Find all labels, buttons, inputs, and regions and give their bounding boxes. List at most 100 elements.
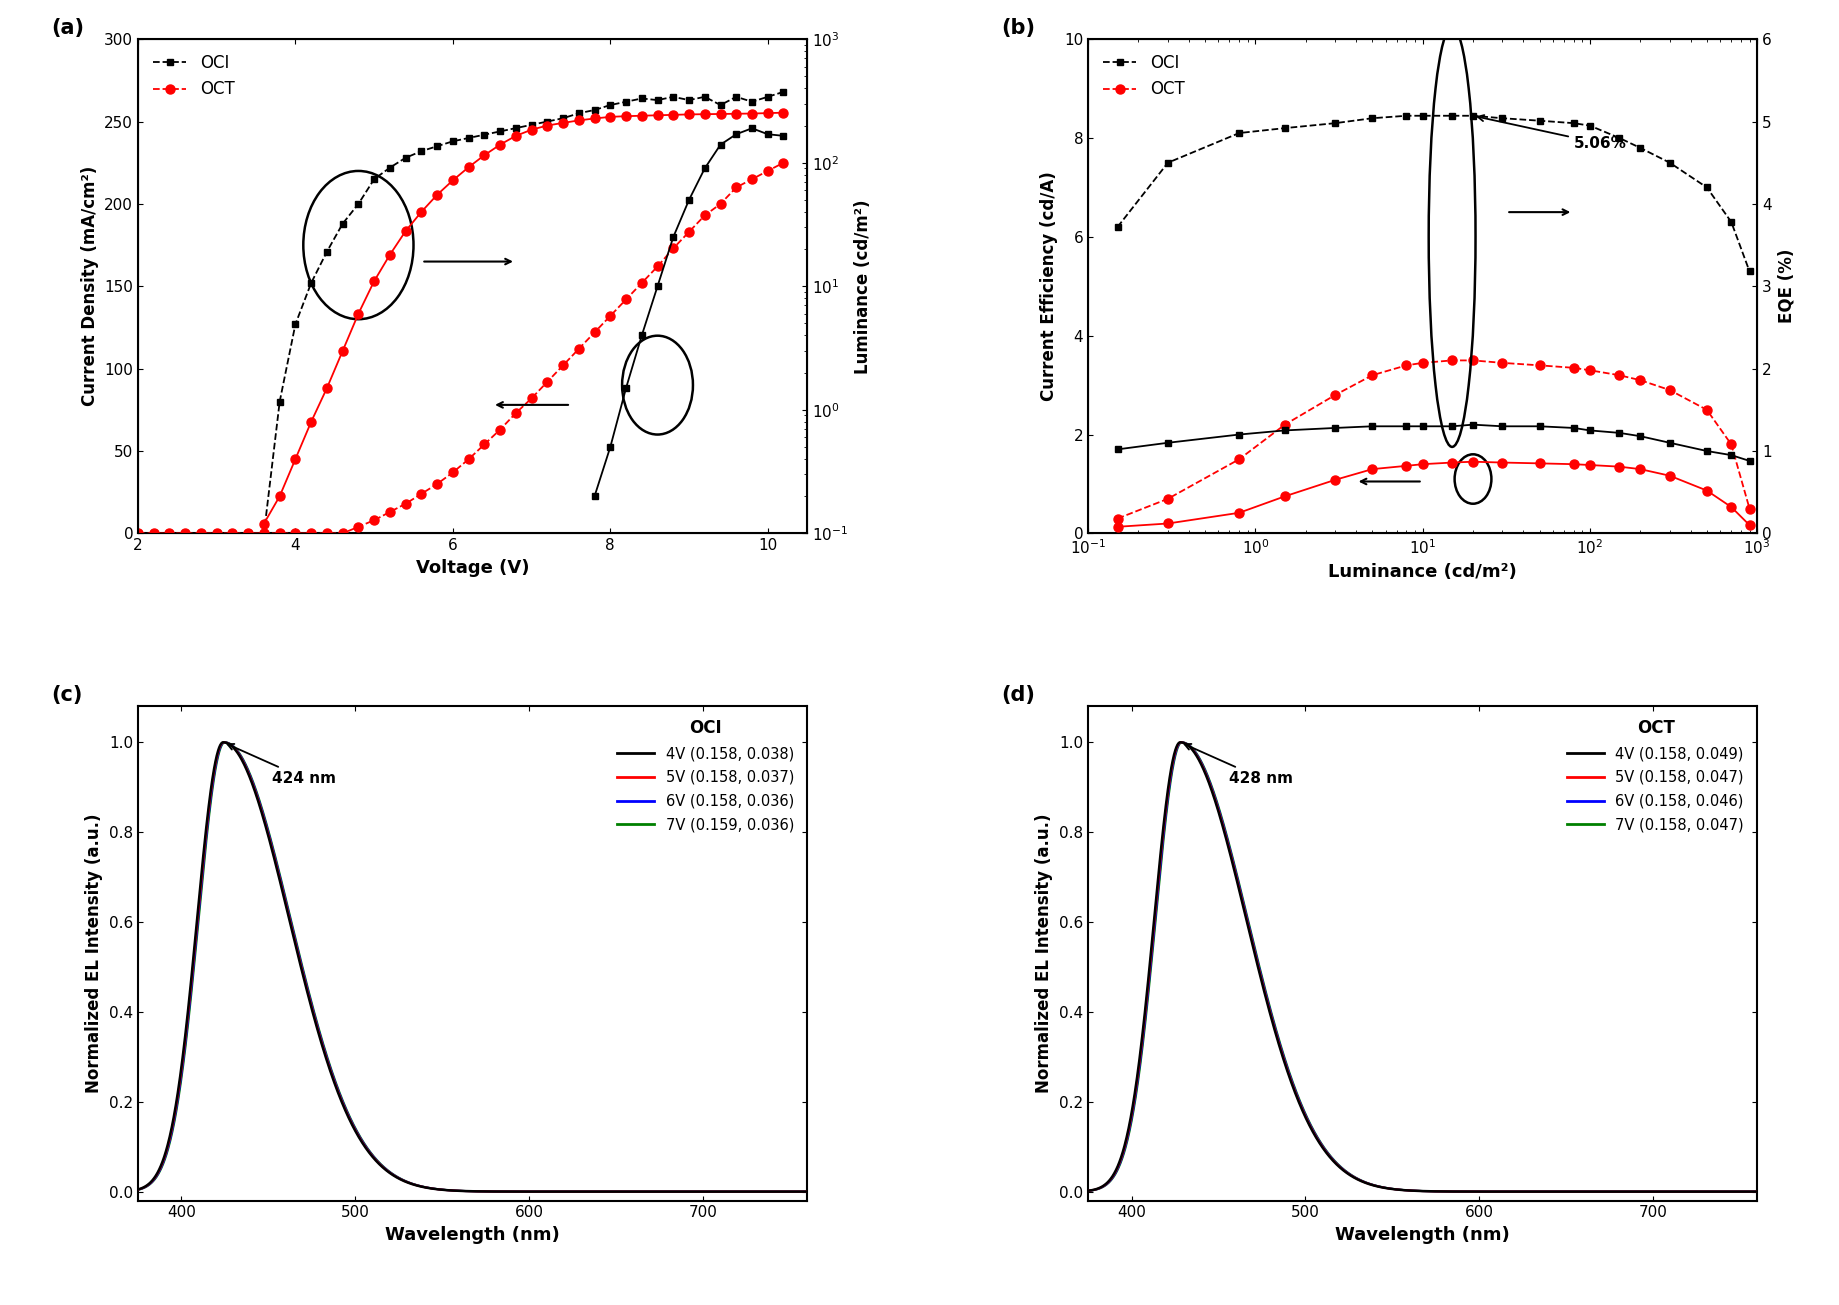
7V (0.159, 0.036) [653, 1184, 675, 1199]
OCT [1361, 368, 1383, 384]
7V (0.159, 0.036) [776, 1184, 798, 1199]
X-axis label: Wavelength (nm): Wavelength (nm) [384, 1225, 559, 1244]
Y-axis label: Normalized EL Intensity (a.u.): Normalized EL Intensity (a.u.) [85, 814, 103, 1094]
Text: 5.06%: 5.06% [1477, 115, 1626, 151]
6V (0.158, 0.046) [1745, 1184, 1767, 1199]
4V (0.158, 0.038) [776, 1184, 798, 1199]
Line: 7V (0.159, 0.036): 7V (0.159, 0.036) [129, 743, 807, 1191]
5V (0.158, 0.037) [653, 1184, 675, 1199]
OCT [1273, 416, 1295, 432]
Y-axis label: Current Density (mA/cm²): Current Density (mA/cm²) [81, 166, 99, 406]
5V (0.158, 0.037) [430, 1182, 452, 1198]
OCI [1578, 117, 1600, 133]
OCI [1273, 120, 1295, 136]
6V (0.158, 0.046) [1602, 1184, 1624, 1199]
Y-axis label: EQE (%): EQE (%) [1776, 249, 1795, 324]
OCI [1394, 108, 1416, 124]
X-axis label: Wavelength (nm): Wavelength (nm) [1335, 1225, 1510, 1244]
7V (0.159, 0.036) [449, 1182, 471, 1198]
Y-axis label: Normalized EL Intensity (a.u.): Normalized EL Intensity (a.u.) [1035, 814, 1054, 1094]
7V (0.158, 0.047) [1068, 1184, 1091, 1199]
OCI [1361, 111, 1383, 127]
6V (0.158, 0.046) [1725, 1184, 1747, 1199]
6V (0.158, 0.036) [213, 735, 235, 750]
Y-axis label: Luminance (cd/m²): Luminance (cd/m²) [853, 200, 872, 373]
OCI [1561, 115, 1583, 130]
6V (0.158, 0.036) [430, 1182, 452, 1198]
Y-axis label: Current Efficiency (cd/A): Current Efficiency (cd/A) [1039, 171, 1057, 401]
7V (0.158, 0.047) [1379, 1181, 1401, 1197]
7V (0.159, 0.036) [153, 1154, 175, 1169]
OCT [1738, 501, 1760, 517]
5V (0.158, 0.037) [118, 1184, 140, 1199]
5V (0.158, 0.037) [796, 1184, 818, 1199]
7V (0.158, 0.047) [1725, 1184, 1747, 1199]
5V (0.158, 0.037) [776, 1184, 798, 1199]
Legend: OCI, OCT: OCI, OCT [147, 47, 241, 106]
OCT [1528, 358, 1550, 373]
6V (0.158, 0.036) [653, 1184, 675, 1199]
X-axis label: Luminance (cd/m²): Luminance (cd/m²) [1328, 562, 1515, 581]
OCI [1227, 125, 1249, 141]
Line: 5V (0.158, 0.037): 5V (0.158, 0.037) [129, 743, 807, 1191]
7V (0.159, 0.036) [796, 1184, 818, 1199]
Line: OCI: OCI [1113, 112, 1753, 275]
OCT [1491, 355, 1513, 371]
4V (0.158, 0.038) [653, 1184, 675, 1199]
OCI [1696, 180, 1718, 196]
7V (0.158, 0.047) [1170, 735, 1192, 750]
OCT [1157, 491, 1179, 506]
5V (0.158, 0.047) [1725, 1184, 1747, 1199]
6V (0.158, 0.036) [118, 1184, 140, 1199]
6V (0.158, 0.046) [1170, 735, 1192, 750]
OCT [1561, 360, 1583, 376]
OCT [1578, 363, 1600, 378]
OCT [1394, 358, 1416, 373]
Text: 424 nm: 424 nm [228, 744, 337, 786]
7V (0.159, 0.036) [118, 1184, 140, 1199]
Line: 6V (0.158, 0.036): 6V (0.158, 0.036) [129, 743, 807, 1191]
Text: 428 nm: 428 nm [1184, 744, 1293, 786]
7V (0.159, 0.036) [776, 1184, 798, 1199]
6V (0.158, 0.046) [1725, 1184, 1747, 1199]
OCT [1462, 352, 1484, 368]
7V (0.159, 0.036) [213, 735, 235, 750]
OCT [1696, 402, 1718, 418]
7V (0.158, 0.047) [1745, 1184, 1767, 1199]
7V (0.159, 0.036) [430, 1182, 452, 1198]
4V (0.158, 0.049) [1068, 1184, 1091, 1199]
Text: (d): (d) [1000, 685, 1035, 706]
OCI [1738, 264, 1760, 279]
6V (0.158, 0.036) [776, 1184, 798, 1199]
5V (0.158, 0.047) [1068, 1184, 1091, 1199]
OCT [1628, 372, 1650, 388]
4V (0.158, 0.049) [1602, 1184, 1624, 1199]
6V (0.158, 0.036) [153, 1152, 175, 1168]
Legend: OCI, OCT: OCI, OCT [1096, 47, 1190, 106]
5V (0.158, 0.047) [1725, 1184, 1747, 1199]
OCT [1227, 452, 1249, 467]
6V (0.158, 0.036) [796, 1184, 818, 1199]
OCT [1324, 388, 1346, 403]
Legend: 4V (0.158, 0.038), 5V (0.158, 0.037), 6V (0.158, 0.036), 7V (0.159, 0.036): 4V (0.158, 0.038), 5V (0.158, 0.037), 6V… [611, 714, 800, 838]
4V (0.158, 0.049) [1170, 735, 1192, 750]
6V (0.158, 0.036) [776, 1184, 798, 1199]
Text: (a): (a) [51, 18, 85, 38]
6V (0.158, 0.036) [449, 1184, 471, 1199]
7V (0.158, 0.047) [1725, 1184, 1747, 1199]
OCT [1411, 355, 1433, 371]
OCI [1491, 111, 1513, 127]
5V (0.158, 0.047) [1745, 1184, 1767, 1199]
4V (0.158, 0.049) [1102, 1165, 1124, 1181]
OCI [1607, 130, 1629, 146]
Line: 6V (0.158, 0.046): 6V (0.158, 0.046) [1079, 743, 1756, 1191]
5V (0.158, 0.047) [1602, 1184, 1624, 1199]
4V (0.158, 0.038) [449, 1184, 471, 1199]
4V (0.158, 0.038) [430, 1182, 452, 1198]
5V (0.158, 0.047) [1102, 1167, 1124, 1182]
4V (0.158, 0.038) [776, 1184, 798, 1199]
5V (0.158, 0.037) [776, 1184, 798, 1199]
OCI [1324, 115, 1346, 130]
OCT [1719, 437, 1742, 453]
X-axis label: Voltage (V): Voltage (V) [416, 559, 530, 577]
